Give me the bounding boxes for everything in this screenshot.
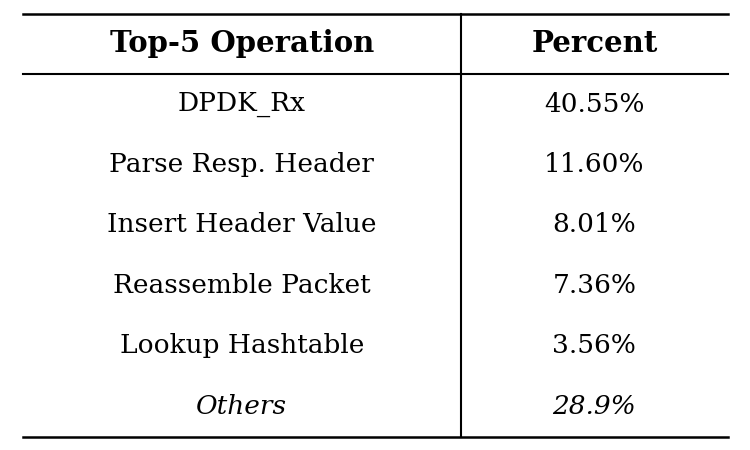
- Text: Others: Others: [196, 394, 287, 419]
- Text: 3.56%: 3.56%: [553, 333, 636, 358]
- Text: 8.01%: 8.01%: [553, 212, 636, 238]
- Text: 28.9%: 28.9%: [553, 394, 636, 419]
- Text: Insert Header Value: Insert Header Value: [107, 212, 376, 238]
- Text: 11.60%: 11.60%: [544, 152, 644, 177]
- Text: Percent: Percent: [531, 29, 658, 58]
- Text: 40.55%: 40.55%: [544, 92, 644, 117]
- Text: Top-5 Operation: Top-5 Operation: [110, 29, 374, 58]
- Text: DPDK_Rx: DPDK_Rx: [178, 91, 306, 117]
- Text: Lookup Hashtable: Lookup Hashtable: [120, 333, 364, 358]
- Text: 7.36%: 7.36%: [552, 273, 636, 298]
- Text: Parse Resp. Header: Parse Resp. Header: [110, 152, 374, 177]
- Text: Reassemble Packet: Reassemble Packet: [113, 273, 370, 298]
